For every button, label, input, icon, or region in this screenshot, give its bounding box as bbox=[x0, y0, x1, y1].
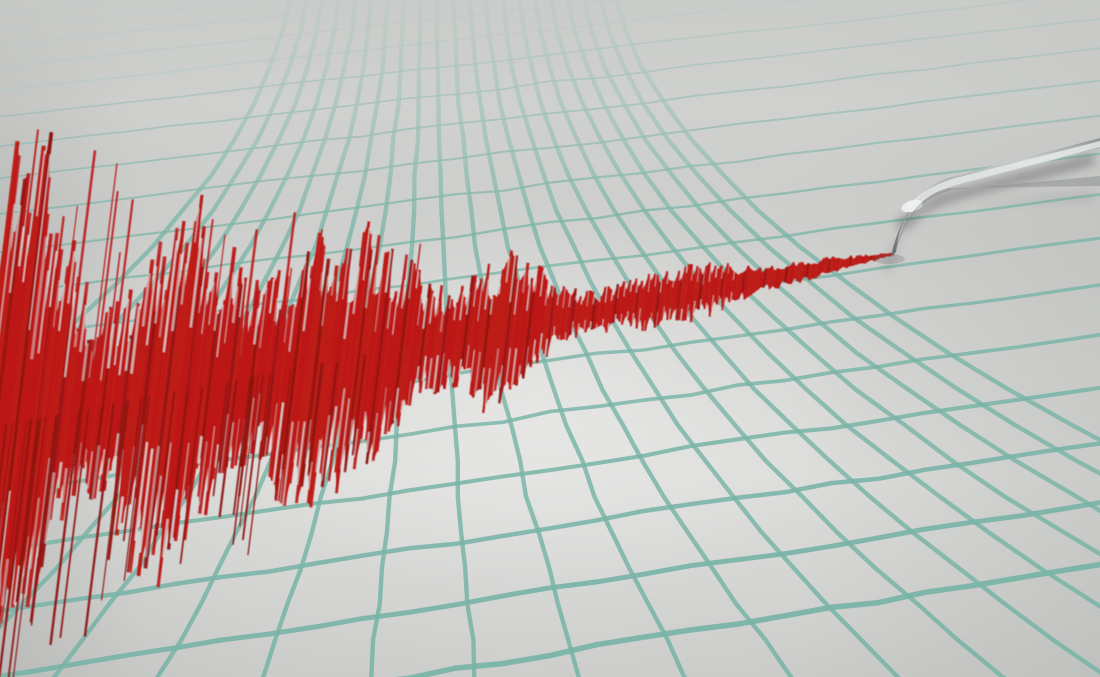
stylus-assembly bbox=[873, 138, 1100, 264]
seismic-trace bbox=[0, 129, 895, 677]
seismograph-scene bbox=[0, 0, 1100, 677]
